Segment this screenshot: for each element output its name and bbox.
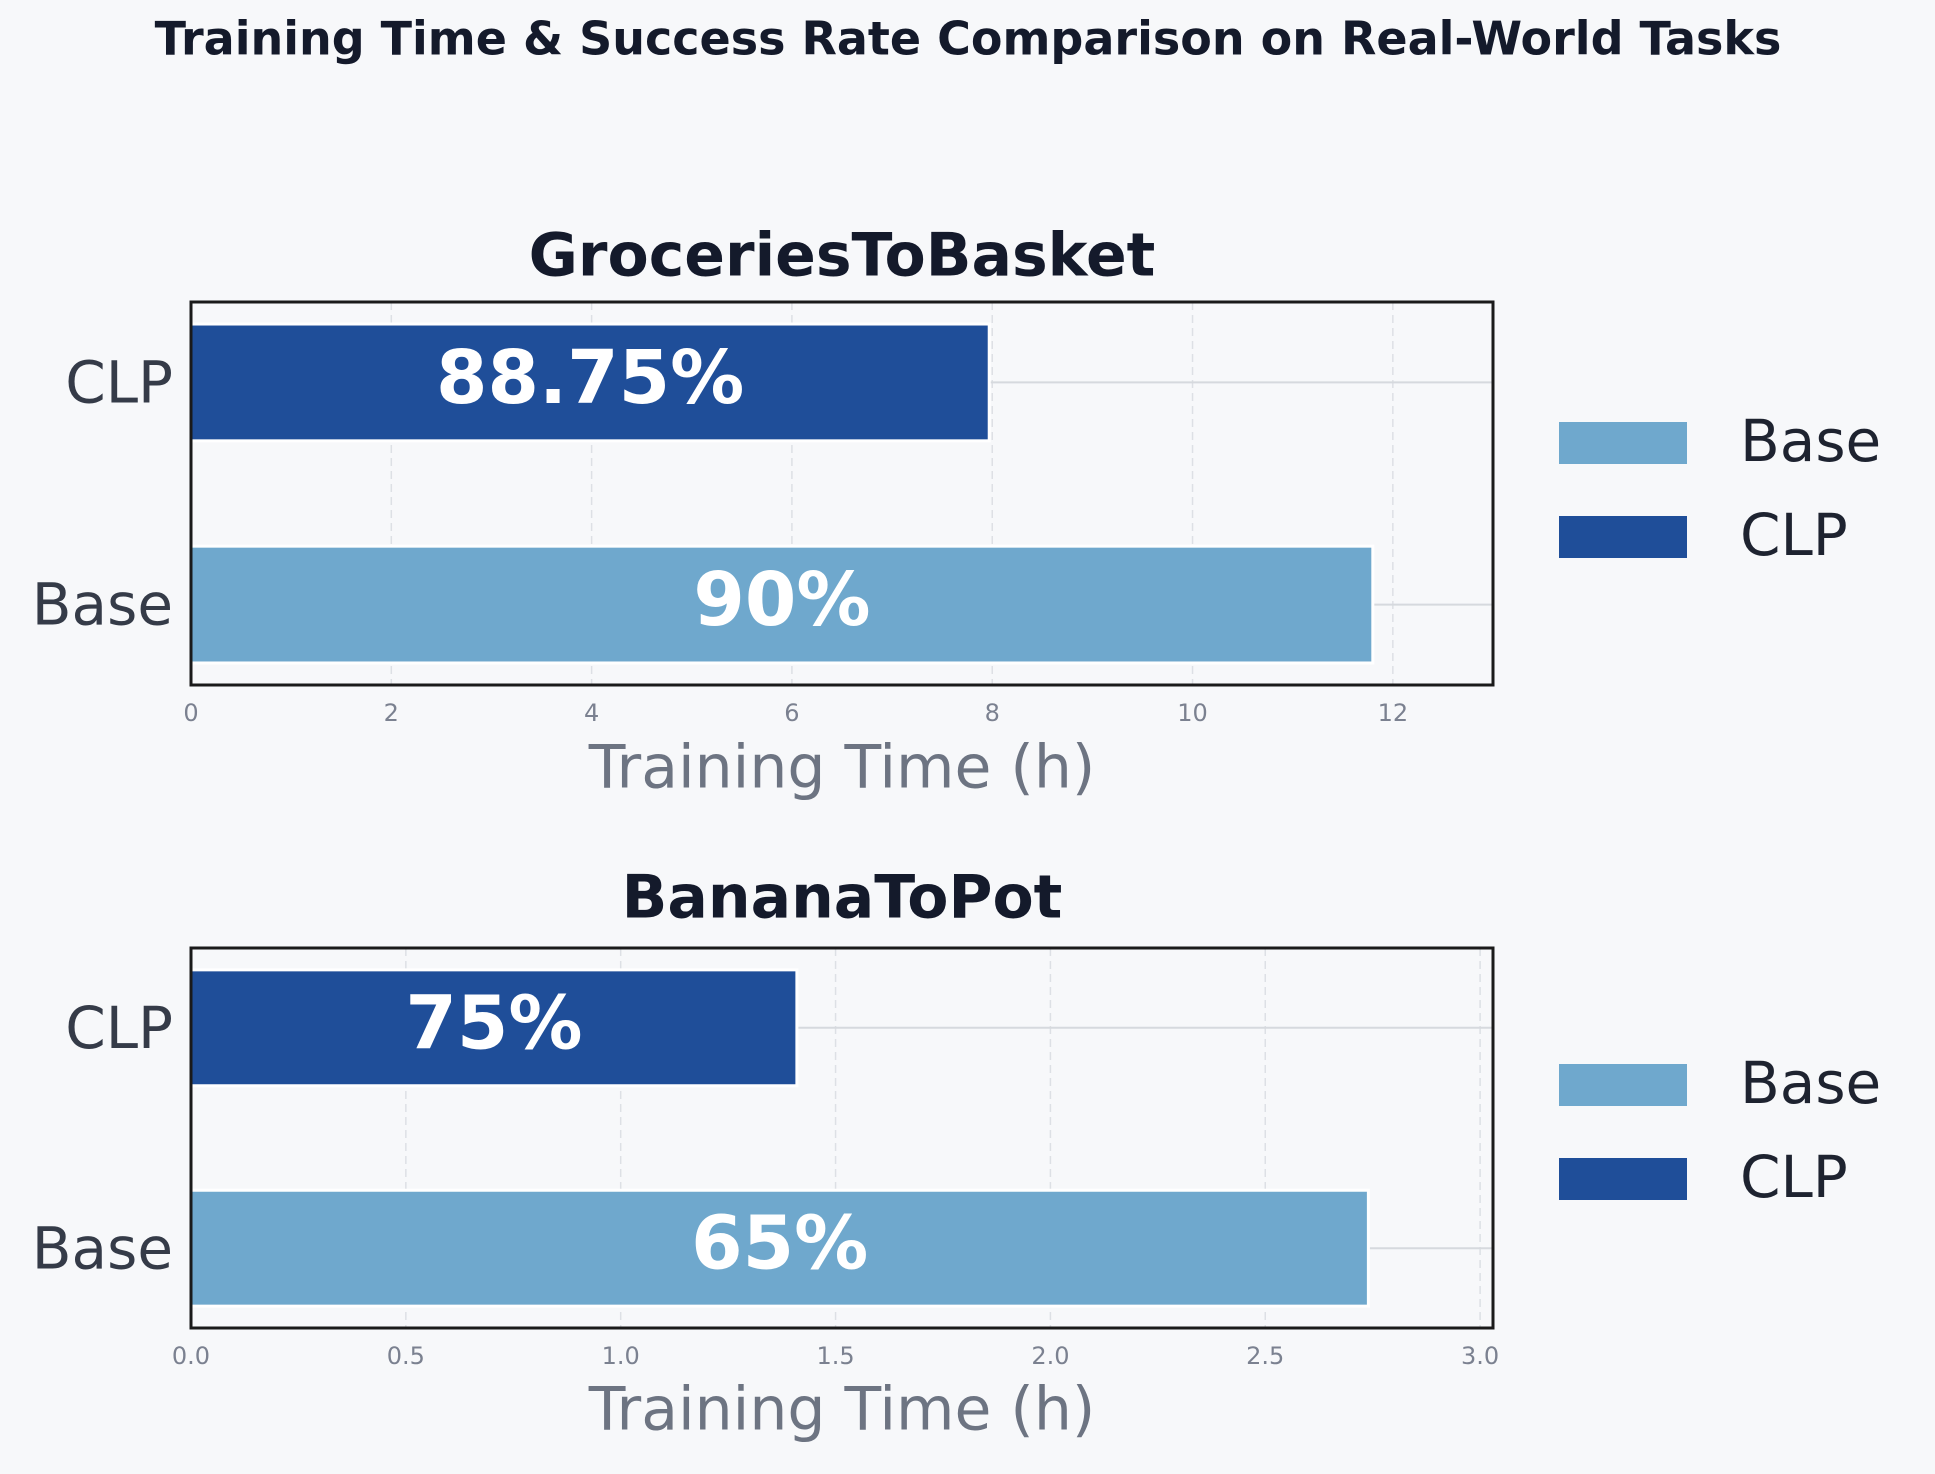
bar-annotation: 65% <box>691 1201 868 1287</box>
x-tick-label: 0 <box>183 699 198 727</box>
bar <box>189 322 991 443</box>
bar <box>189 968 799 1088</box>
x-tick-label: 10 <box>1177 699 1208 727</box>
x-tick-label: 3.0 <box>1461 1342 1499 1370</box>
legend-label: Base <box>1740 1049 1881 1117</box>
x-tick-label: 2.0 <box>1031 1342 1069 1370</box>
y-tick-label: CLP <box>65 349 173 417</box>
x-tick-label: 0.0 <box>172 1342 210 1370</box>
x-axis-label: Training Time (h) <box>588 733 1096 803</box>
bar-annotation: 88.75% <box>436 335 744 421</box>
bar-annotation: 75% <box>405 980 582 1066</box>
x-tick-label: 1.0 <box>602 1342 640 1370</box>
x-tick-label: 2.5 <box>1246 1342 1284 1370</box>
legend-label: CLP <box>1740 1143 1848 1211</box>
chart-title: BananaToPot <box>622 863 1063 933</box>
legend-label: CLP <box>1740 501 1848 569</box>
x-tick-label: 12 <box>1378 699 1409 727</box>
chart-title: GroceriesToBasket <box>529 221 1156 291</box>
legend-swatch <box>1559 422 1687 464</box>
y-tick-label: Base <box>32 571 173 639</box>
figure-title: Training Time & Success Rate Comparison … <box>155 12 1782 66</box>
legend-swatch <box>1559 516 1687 558</box>
bar <box>189 544 1375 665</box>
x-tick-label: 1.5 <box>816 1342 854 1370</box>
bar-annotation: 90% <box>693 557 870 643</box>
x-tick-label: 8 <box>985 699 1000 727</box>
x-tick-label: 0.5 <box>387 1342 425 1370</box>
x-tick-label: 6 <box>784 699 799 727</box>
y-tick-label: Base <box>32 1214 173 1282</box>
legend-label: Base <box>1740 407 1881 475</box>
x-axis-label: Training Time (h) <box>588 1375 1096 1445</box>
legend-swatch <box>1559 1064 1687 1106</box>
plot-frame <box>189 946 1495 1330</box>
x-tick-label: 4 <box>584 699 599 727</box>
plot-frame <box>189 300 1495 687</box>
legend-swatch <box>1559 1158 1687 1200</box>
x-tick-label: 2 <box>384 699 399 727</box>
y-tick-label: CLP <box>65 994 173 1062</box>
